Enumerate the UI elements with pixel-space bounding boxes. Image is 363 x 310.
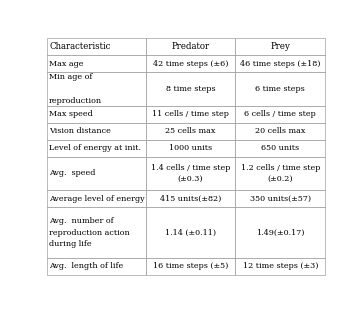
Bar [47,123,146,140]
Bar [47,258,146,275]
Text: 1.4 cells / time step
(±0.3): 1.4 cells / time step (±0.3) [151,164,230,183]
Bar [47,190,146,207]
Bar [146,157,236,190]
Bar [146,207,236,258]
Text: 20 cells max: 20 cells max [255,127,306,135]
Text: 16 time steps (±5): 16 time steps (±5) [153,262,228,270]
Text: Predator: Predator [171,42,209,51]
Text: 415 units(±82): 415 units(±82) [160,195,221,203]
Text: 1.49(±0.17): 1.49(±0.17) [256,228,305,237]
Bar [146,190,236,207]
Text: Avg.  speed: Avg. speed [49,170,95,177]
Bar [236,190,325,207]
Bar [47,72,146,106]
Bar [146,38,236,55]
Bar [47,55,146,72]
Text: Avg.  length of life: Avg. length of life [49,262,123,270]
Text: Avg.  number of
reproduction action
during life: Avg. number of reproduction action durin… [49,217,130,248]
Text: Max age: Max age [49,60,83,68]
Text: 1.14 (±0.11): 1.14 (±0.11) [165,228,216,237]
Bar [236,38,325,55]
Bar [236,207,325,258]
Bar [47,106,146,123]
Text: 8 time steps: 8 time steps [166,85,215,93]
Text: Prey: Prey [270,42,290,51]
Bar [236,140,325,157]
Text: 6 cells / time step: 6 cells / time step [245,110,316,118]
Bar [47,207,146,258]
Text: 1.2 cells / time step
(±0.2): 1.2 cells / time step (±0.2) [241,164,320,183]
Bar [146,72,236,106]
Bar [236,157,325,190]
Text: 46 time steps (±18): 46 time steps (±18) [240,60,321,68]
Bar [236,72,325,106]
Text: 12 time steps (±3): 12 time steps (±3) [242,262,318,270]
Bar [236,55,325,72]
Text: Level of energy at init.: Level of energy at init. [49,144,141,152]
Bar [236,258,325,275]
Text: 42 time steps (±6): 42 time steps (±6) [153,60,228,68]
Text: 11 cells / time step: 11 cells / time step [152,110,229,118]
Bar [146,106,236,123]
Bar [236,106,325,123]
Bar [146,258,236,275]
Text: 650 units: 650 units [261,144,299,152]
Bar [236,123,325,140]
Text: Min age of

reproduction: Min age of reproduction [49,73,102,105]
Bar [146,55,236,72]
Bar [146,123,236,140]
Text: Max speed: Max speed [49,110,93,118]
Bar [47,140,146,157]
Bar [47,38,146,55]
Text: Characteristic: Characteristic [49,42,110,51]
Text: 1000 units: 1000 units [169,144,212,152]
Text: Vision distance: Vision distance [49,127,111,135]
Text: 25 cells max: 25 cells max [165,127,216,135]
Text: Average level of energy: Average level of energy [49,195,145,203]
Bar [146,140,236,157]
Bar [47,157,146,190]
Text: 6 time steps: 6 time steps [256,85,305,93]
Text: 350 units(±57): 350 units(±57) [250,195,311,203]
